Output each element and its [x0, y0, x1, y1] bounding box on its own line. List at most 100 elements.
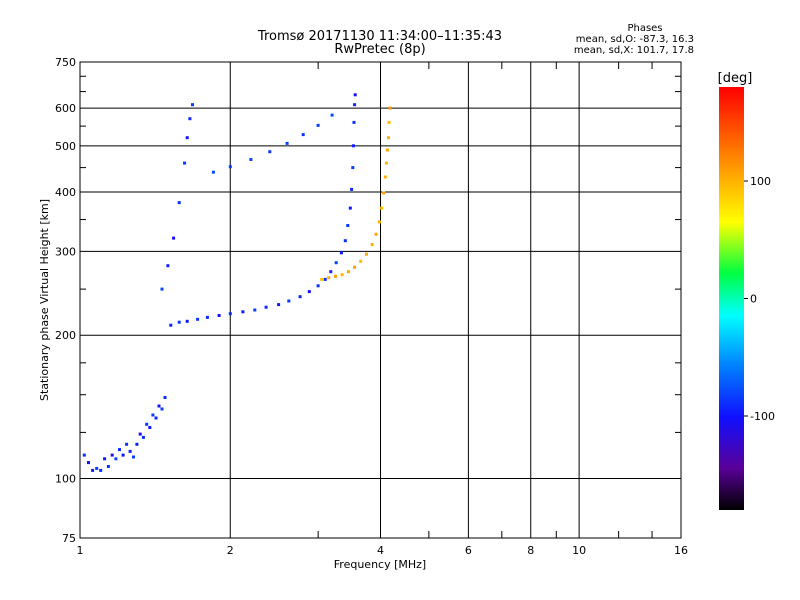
colorbar: [deg] 100 0 -100 — [718, 71, 775, 510]
echo-point — [148, 426, 152, 429]
echo-point — [346, 224, 350, 227]
echo-point — [287, 299, 291, 303]
chart-title-block: Tromsø 20171130 11:34:00–11:35:43 RwPret… — [257, 29, 502, 57]
echo-point — [387, 136, 390, 140]
echo-point — [352, 120, 356, 124]
echo-point — [241, 310, 245, 314]
echo-points — [82, 93, 392, 472]
echo-point — [166, 264, 170, 268]
x-tick-label: 16 — [674, 544, 688, 557]
y-tick-label: 750 — [55, 56, 76, 69]
echo-point — [340, 273, 344, 277]
colorbar-tick-label: -100 — [750, 410, 775, 423]
x-tick-label: 4 — [377, 544, 384, 557]
echo-point — [330, 113, 334, 117]
x-tick-label: 8 — [527, 544, 534, 557]
echo-point — [205, 315, 209, 319]
echo-point — [334, 274, 337, 278]
echo-point — [316, 123, 320, 127]
x-tick-label: 1 — [77, 544, 84, 557]
echo-point — [359, 259, 363, 263]
echo-point — [350, 187, 354, 191]
y-axis-label: Stationary phase Virtual Height [km] — [38, 199, 51, 401]
echo-point — [191, 103, 194, 107]
echo-point — [169, 323, 173, 327]
colorbar-ticks: 100 0 -100 — [744, 175, 775, 423]
echo-point — [114, 457, 118, 461]
echo-point — [301, 133, 305, 137]
echo-point — [380, 206, 384, 210]
echo-point — [277, 303, 281, 307]
echo-point — [382, 191, 386, 195]
y-tick-label: 400 — [55, 186, 76, 199]
colorbar-gradient — [719, 87, 744, 510]
echo-point — [82, 453, 86, 457]
chart-title: Tromsø 20171130 11:34:00–11:35:43 — [257, 29, 502, 44]
phases-title: Phases — [627, 23, 662, 34]
x-tick-label: 2 — [227, 544, 234, 557]
echo-point — [128, 449, 132, 453]
echo-point — [377, 220, 381, 224]
echo-point — [135, 442, 139, 446]
echo-point — [157, 404, 161, 408]
echo-point — [374, 232, 378, 236]
echo-point — [185, 136, 189, 140]
echo-point — [183, 161, 187, 165]
echo-point — [353, 265, 357, 269]
echo-point — [264, 305, 268, 309]
y-tick-label: 600 — [55, 102, 76, 115]
echo-point — [351, 166, 355, 170]
y-tick-label: 500 — [55, 140, 76, 153]
x-axis-label: Frequency [MHz] — [334, 558, 426, 571]
echo-point — [217, 314, 221, 317]
y-tick-label: 200 — [55, 329, 76, 342]
echo-point — [121, 453, 125, 457]
echo-point — [163, 396, 167, 399]
echo-point — [253, 308, 257, 312]
echo-point — [132, 455, 135, 459]
y-tick-label: 100 — [55, 473, 76, 486]
phases-box: Phases mean, sd,O: -87.3, 16.3 mean, sd,… — [574, 23, 694, 56]
echo-point — [110, 453, 114, 457]
echo-point — [384, 161, 388, 165]
echo-point — [365, 252, 368, 256]
echo-point — [99, 468, 103, 472]
echo-point — [353, 103, 357, 107]
echo-point — [323, 277, 327, 281]
echo-point — [196, 317, 200, 321]
echo-point — [95, 466, 99, 470]
echo-point — [185, 319, 189, 323]
echo-point — [103, 457, 107, 461]
echo-point — [160, 287, 164, 291]
colorbar-tick-label: 100 — [750, 175, 771, 188]
echo-point — [385, 148, 389, 152]
chart-subtitle: RwPretec (8p) — [334, 42, 425, 57]
echo-point — [327, 276, 331, 280]
echo-point — [154, 416, 158, 420]
echo-point — [285, 141, 289, 145]
echo-point — [172, 236, 176, 240]
grid-lines — [80, 62, 681, 538]
echo-point — [387, 120, 391, 124]
colorbar-label: [deg] — [718, 71, 753, 86]
echo-point — [177, 320, 181, 324]
y-tick-label: 300 — [55, 245, 76, 258]
phases-x-stats: mean, sd,X: 101.7, 17.8 — [574, 45, 694, 56]
echo-point — [388, 106, 392, 110]
echo-point — [151, 413, 155, 417]
echo-point — [228, 165, 232, 169]
x-tick-label: 10 — [572, 544, 586, 557]
echo-point — [353, 93, 357, 97]
echo-point — [87, 461, 90, 465]
echo-point — [316, 284, 320, 288]
echo-point — [91, 468, 95, 472]
colorbar-tick-label: 0 — [750, 293, 757, 306]
echo-point — [211, 170, 215, 174]
echo-point — [329, 270, 333, 274]
echo-point — [138, 432, 142, 436]
x-axis: 1 2 4 6 8 10 16 — [77, 62, 688, 557]
echo-point — [160, 407, 164, 411]
echo-point — [249, 158, 253, 161]
echo-point — [351, 144, 355, 148]
